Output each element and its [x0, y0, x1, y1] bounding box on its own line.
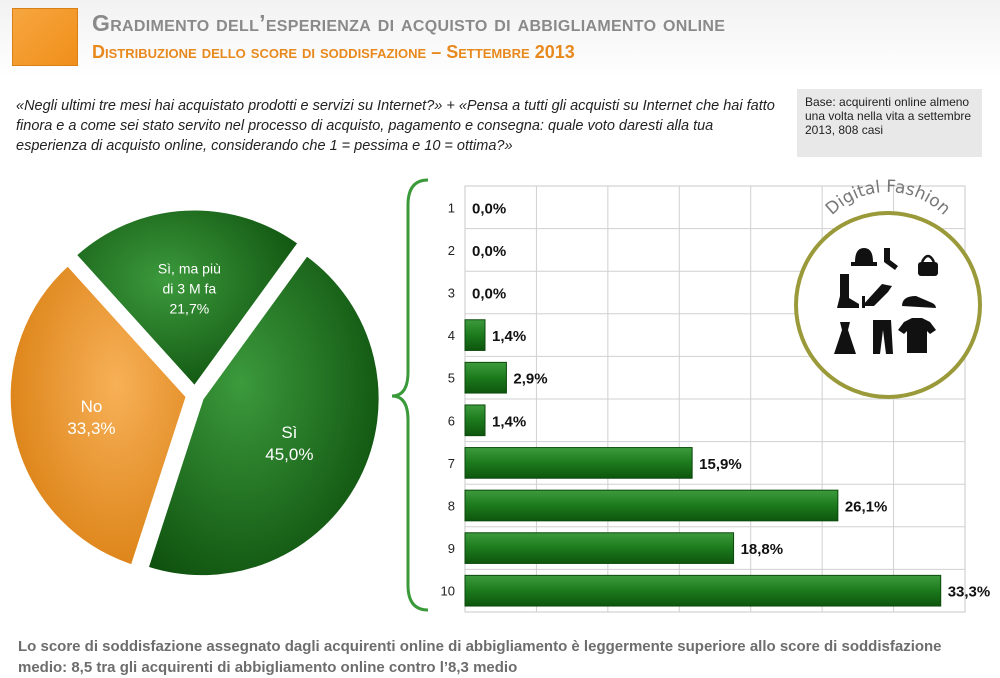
digital-fashion-badge: Digital Fashion: [794, 177, 982, 399]
bar: [464, 574, 942, 607]
trousers-icon: [873, 320, 893, 354]
bar: [464, 404, 486, 437]
pie-slice: [7, 262, 189, 568]
category-label: 7: [448, 456, 455, 471]
orange-square-logo: [12, 8, 78, 66]
value-label: 33,3%: [948, 584, 991, 601]
category-label: 2: [448, 243, 455, 258]
value-label: 18,8%: [741, 541, 784, 558]
category-label: 9: [448, 541, 455, 556]
value-label: 0,0%: [472, 200, 506, 217]
category-label: 10: [441, 584, 455, 599]
base-note: Base: acquirenti online almeno una volta…: [797, 89, 982, 157]
value-label: 1,4%: [492, 328, 526, 345]
tshirt-icon: [898, 318, 936, 353]
category-label: 3: [448, 286, 455, 301]
bar-chart: 1 0,0% 2 0,0% 3 0,0% 4 1,4% 5 2,9% 6 1,4% 7 15,9% 8 26,…: [441, 185, 991, 613]
pie-slice: [145, 252, 382, 579]
value-label: 26,1%: [845, 499, 888, 516]
survey-question: «Negli ultimi tre mesi hai acquistato pr…: [16, 98, 775, 154]
category-label: 4: [448, 328, 455, 343]
high-heel-icon: [862, 284, 892, 308]
pie-label: Sì 45,0%: [265, 423, 313, 464]
curly-brace: [391, 178, 429, 612]
page-title: Gradimento dell’esperienza di acquisto d…: [92, 10, 726, 36]
pie-chart: Sì 45,0% No 33,3% Sì, ma più di 3 M fa 21,7%: [7, 207, 382, 579]
shoe-icon: [902, 296, 936, 308]
value-label: 15,9%: [699, 456, 742, 473]
hat-icon: [851, 248, 877, 266]
category-label: 8: [448, 499, 455, 514]
value-label: 0,0%: [472, 286, 506, 303]
dress-icon: [834, 322, 856, 354]
bar: [464, 319, 486, 351]
badge-icons: [834, 248, 938, 354]
bar: [464, 532, 735, 564]
category-label: 6: [448, 413, 455, 428]
category-label: 1: [448, 200, 455, 215]
bar: [464, 361, 507, 394]
value-label: 1,4%: [492, 413, 526, 430]
bar: [464, 489, 839, 522]
badge-ring: [794, 211, 982, 399]
pie-slice: [73, 207, 302, 390]
boot-icon: [837, 274, 859, 308]
category-label: 5: [448, 371, 455, 386]
value-label: 0,0%: [472, 243, 506, 260]
value-label: 2,9%: [513, 371, 547, 388]
header-background: [0, 0, 1000, 78]
footer-note: Lo score di soddisfazione assegnato dagl…: [18, 638, 942, 676]
pie-label: Sì, ma più di 3 M fa 21,7%: [158, 260, 221, 316]
socks-icon: [884, 248, 898, 270]
pie-label: No 33,3%: [67, 397, 115, 438]
handbag-icon: [918, 254, 938, 276]
bar: [464, 447, 693, 479]
page-subtitle: Distribuzione dello score di soddisfazio…: [92, 42, 575, 62]
